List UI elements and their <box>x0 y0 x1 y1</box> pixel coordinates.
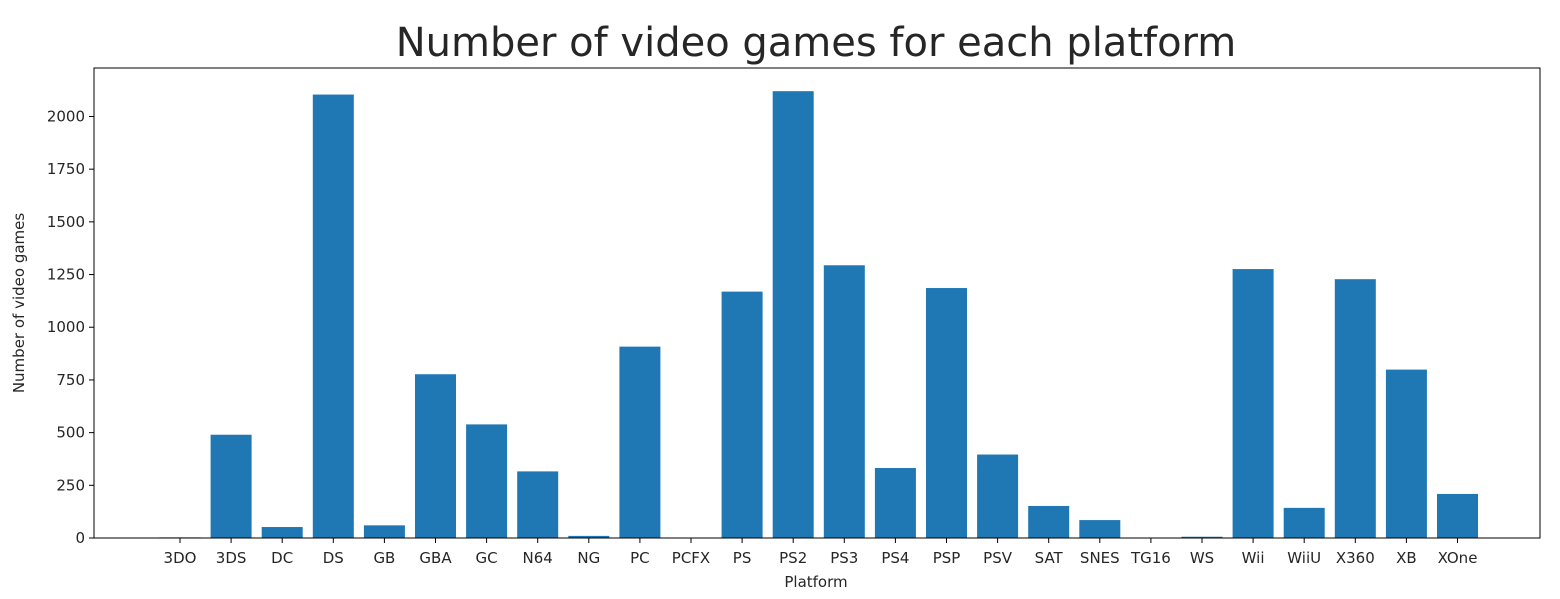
y-tick-label: 1500 <box>47 213 85 231</box>
x-tick-label: PS <box>733 549 752 567</box>
x-tick-label: PSV <box>983 549 1013 567</box>
y-tick-label: 0 <box>75 529 85 547</box>
bar-ps4 <box>875 468 916 538</box>
bar-ds <box>313 95 354 538</box>
x-tick-label: GB <box>373 549 395 567</box>
x-tick-label: TG16 <box>1130 549 1171 567</box>
bar-ps3 <box>824 265 865 538</box>
x-tick-label: WiiU <box>1287 549 1321 567</box>
y-tick-label: 500 <box>56 424 85 442</box>
bar-3ds <box>211 435 252 538</box>
x-tick-label: 3DS <box>216 549 247 567</box>
plot-frame <box>94 68 1540 538</box>
bar-gc <box>466 424 507 538</box>
y-tick-label: 2000 <box>47 107 85 125</box>
x-tick-label: 3DO <box>164 549 197 567</box>
chart-title: Number of video games for each platform <box>396 20 1237 66</box>
bar-ps <box>722 292 763 538</box>
x-tick-label: Wii <box>1242 549 1265 567</box>
x-axis-ticks: 3DO 3DS DC DS GB GBA GC N64 NG PC PCFX PS PS2 PS3 PS4 P… <box>164 538 1478 567</box>
x-tick-label: DS <box>323 549 344 567</box>
x-tick-label: GC <box>476 549 498 567</box>
x-tick-label: PC <box>630 549 650 567</box>
bar-pc <box>619 347 660 538</box>
bar-x360 <box>1335 279 1376 538</box>
bar-sat <box>1028 506 1069 538</box>
bar-n64 <box>517 471 558 538</box>
x-tick-label: SNES <box>1080 549 1120 567</box>
bar-ps2 <box>773 91 814 538</box>
bar-snes <box>1079 520 1120 538</box>
x-tick-label: WS <box>1190 549 1214 567</box>
y-axis-ticks: 0 250 500 750 1000 1250 1500 1750 2000 <box>47 107 94 547</box>
x-tick-label: XB <box>1396 549 1417 567</box>
x-tick-label: PS4 <box>881 549 909 567</box>
x-tick-label: PSP <box>933 549 961 567</box>
y-tick-label: 1750 <box>47 160 85 178</box>
bar-wiiu <box>1284 508 1325 538</box>
y-tick-label: 250 <box>56 476 85 494</box>
bars-layer <box>160 91 1479 538</box>
bar-dc <box>262 527 303 538</box>
bar-xone <box>1437 494 1478 538</box>
x-tick-label: X360 <box>1336 549 1375 567</box>
x-axis-title: Platform <box>784 573 847 591</box>
y-tick-label: 1000 <box>47 318 85 336</box>
y-axis-title: Number of video games <box>10 213 28 394</box>
x-tick-label: DC <box>271 549 293 567</box>
x-tick-label: GBA <box>419 549 452 567</box>
x-tick-label: PS2 <box>779 549 807 567</box>
x-tick-label: PCFX <box>672 549 710 567</box>
bar-gba <box>415 374 456 538</box>
y-tick-label: 750 <box>56 371 85 389</box>
x-tick-label: N64 <box>523 549 553 567</box>
bar-xb <box>1386 370 1427 538</box>
x-tick-label: SAT <box>1035 549 1064 567</box>
x-tick-label: PS3 <box>830 549 858 567</box>
x-tick-label: XOne <box>1438 549 1478 567</box>
bar-psv <box>977 455 1018 538</box>
x-tick-label: NG <box>577 549 600 567</box>
bar-psp <box>926 288 967 538</box>
bar-gb <box>364 525 405 538</box>
y-tick-label: 1250 <box>47 266 85 284</box>
bar-wii <box>1233 269 1274 538</box>
